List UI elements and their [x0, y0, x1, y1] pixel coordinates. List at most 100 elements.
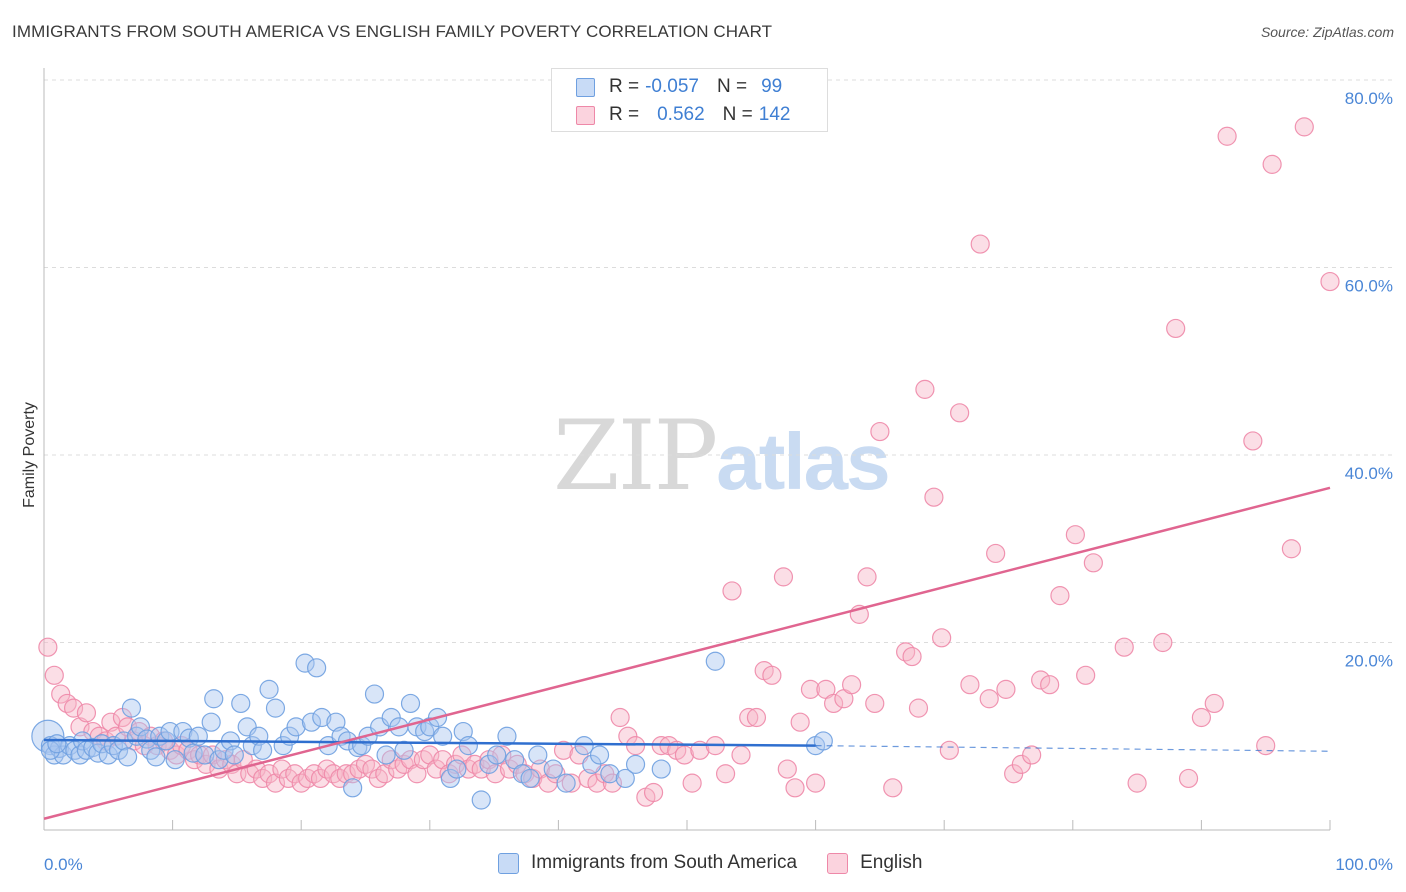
legend-r-value: 0.562 [657, 104, 705, 125]
legend-n-label: N = [722, 104, 753, 125]
immigrants-point [556, 773, 576, 793]
legend-r-value: -0.057 [645, 76, 699, 97]
english-point [44, 665, 64, 685]
immigrants-point [471, 790, 491, 810]
source-label: Source: ZipAtlas.com [1260, 24, 1394, 40]
english-point [285, 764, 305, 784]
series-legend: Immigrants from South America English [498, 852, 952, 874]
english-point [1262, 154, 1282, 174]
english-point [51, 684, 71, 704]
english-point [1050, 586, 1070, 606]
immigrants-point [394, 740, 414, 760]
immigrants-point [146, 747, 166, 767]
english-point [407, 764, 427, 784]
english-point [1191, 707, 1212, 728]
english-point [610, 707, 630, 728]
english-point [63, 698, 84, 718]
english-point [950, 403, 970, 423]
english-point [76, 703, 97, 723]
immigrants-point [813, 731, 833, 751]
series-label-english: English [860, 852, 923, 873]
legend-n-value: 142 [758, 104, 791, 125]
english-point [731, 745, 751, 765]
immigrants-point [400, 693, 421, 714]
immigrants-point [259, 679, 279, 699]
immigrants-point [295, 653, 315, 673]
immigrants-point [543, 759, 563, 779]
legend-n-value: 99 [761, 76, 783, 97]
immigrants-point [53, 745, 73, 765]
legend-swatch-english [576, 105, 595, 125]
english-point [773, 567, 794, 587]
watermark: ZIPatlas [553, 400, 891, 512]
immigrants-point [364, 684, 385, 704]
english-point [1153, 632, 1173, 653]
legend-row-immigrants: R = -0.057 N = 99 [576, 75, 782, 99]
immigrants-point [307, 658, 327, 678]
immigrants-trend-line [43, 738, 816, 747]
english-point [426, 759, 446, 779]
english-point [1256, 736, 1276, 756]
english-point [1178, 768, 1199, 789]
english-point [643, 782, 664, 803]
english-point [420, 745, 440, 765]
immigrants-point [600, 764, 620, 784]
english-point [1166, 318, 1186, 339]
legend-row-english: R = 0.562 N = 142 [576, 103, 790, 127]
immigrants-point [265, 698, 286, 718]
immigrants-point [301, 712, 322, 732]
y-axis-label: Family Poverty [21, 402, 38, 508]
english-point [883, 778, 903, 798]
immigrants-point [209, 750, 229, 770]
english-point [842, 675, 862, 695]
x-tick-label: 0.0% [44, 855, 83, 874]
immigrants-point [224, 745, 244, 765]
x-tick-label: 100.0% [1335, 855, 1393, 874]
series-legend-english[interactable]: English [827, 852, 922, 874]
y-tick-label: 20.0% [1345, 652, 1393, 671]
english-point [924, 487, 944, 507]
immigrants-point [458, 736, 478, 756]
english-point [970, 234, 990, 254]
immigrants-point [651, 759, 671, 779]
english-point [1031, 670, 1051, 690]
series-swatch-immigrants [498, 852, 519, 874]
immigrants-point [376, 745, 396, 765]
english-point [70, 717, 90, 737]
immigrants-point [520, 768, 540, 789]
immigrants-point [440, 768, 460, 789]
immigrants-point [497, 726, 517, 746]
english-point [915, 379, 935, 399]
english-point [1217, 126, 1237, 146]
english-point [625, 736, 646, 756]
immigrants-point [231, 693, 251, 714]
english-point [362, 759, 382, 779]
correlation-legend: R = -0.057 N = 99 R = 0.562 N = 142 [551, 68, 828, 132]
english-point [996, 679, 1016, 699]
english-point [1040, 675, 1060, 695]
english-point [790, 712, 810, 732]
english-point [1083, 553, 1103, 573]
english-point [682, 773, 702, 793]
immigrants-point [31, 719, 65, 753]
english-point [785, 778, 805, 798]
english-point [433, 750, 453, 770]
immigrants-point [615, 768, 635, 789]
english-point [865, 693, 885, 714]
english-trend-line [43, 486, 1331, 820]
immigrants-point [286, 717, 306, 737]
immigrants-point [343, 778, 363, 798]
english-point [800, 679, 821, 699]
english-point [777, 759, 797, 779]
immigrants-point [487, 745, 507, 765]
y-tick-label: 40.0% [1345, 464, 1393, 483]
immigrants-point [117, 747, 138, 767]
series-legend-immigrants[interactable]: Immigrants from South America [498, 852, 797, 874]
english-point [857, 567, 877, 587]
legend-n-label: N = [716, 76, 748, 97]
english-point [939, 740, 959, 760]
y-tick-label: 80.0% [1345, 89, 1393, 108]
immigrants-point [312, 707, 332, 728]
series-swatch-english [827, 852, 849, 874]
